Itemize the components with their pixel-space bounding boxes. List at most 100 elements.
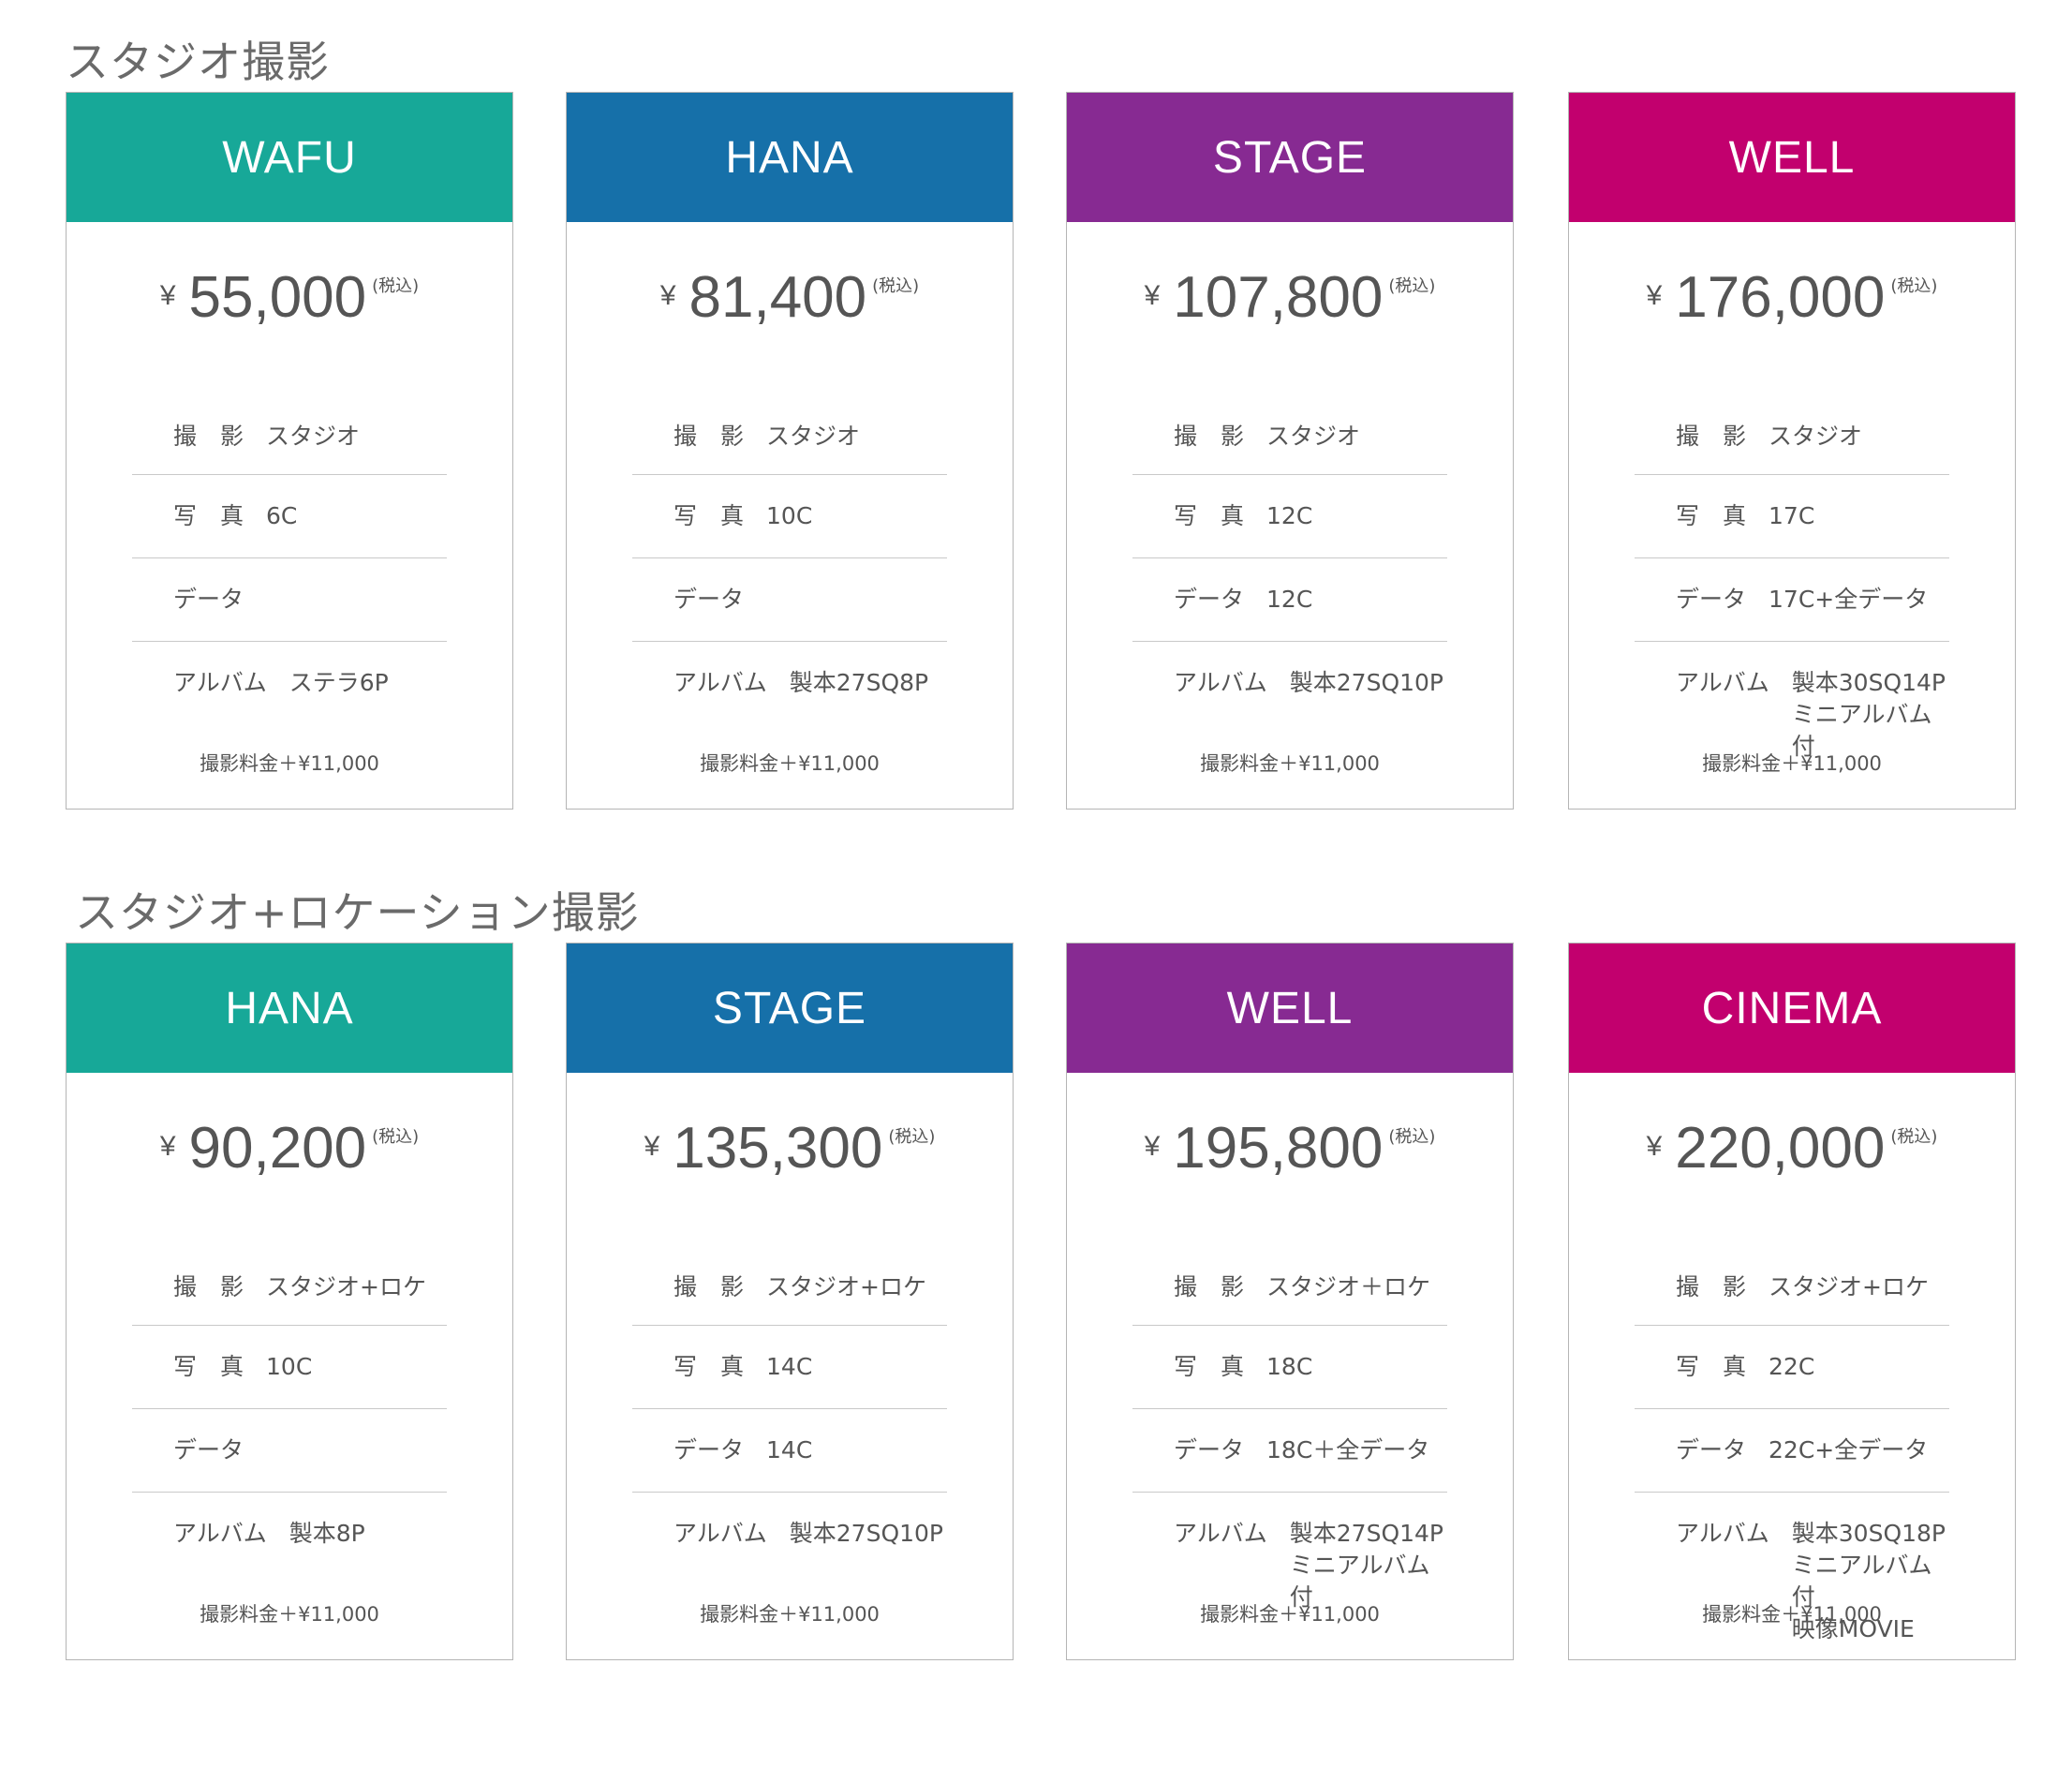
plan-item: データ 18C＋全データ <box>1132 1409 1447 1493</box>
plan-name: WELL <box>1728 132 1856 183</box>
plan-item: 写 真 10C <box>132 1326 447 1409</box>
item-label: アルバム <box>1676 1520 1769 1547</box>
tax-included-label: (税込) <box>372 276 420 296</box>
plan-card-well[interactable]: WELL ¥ 195,800 (税込) 撮 影 スタジオ＋ロケ <box>1066 943 1514 1660</box>
plan-items: 撮 影 スタジオ 写 真 17C データ 17 <box>1635 421 1949 760</box>
item-label: 写 真 <box>173 1353 244 1380</box>
item-label: 撮 影 <box>1676 423 1747 450</box>
item-value: 10C <box>766 502 813 529</box>
plan-item: アルバム 製本27SQ10P <box>632 1493 947 1576</box>
price-amount: 90,200 <box>188 1116 367 1181</box>
price-amount: 195,800 <box>1173 1116 1384 1181</box>
price: ¥ 135,300 (税込) <box>567 1118 1013 1180</box>
tax-included-label: (税込) <box>372 1127 420 1147</box>
item-label: 写 真 <box>673 1353 745 1380</box>
yen-sign: ¥ <box>1144 1131 1161 1162</box>
plan-name: CINEMA <box>1701 983 1883 1033</box>
plan-items: 撮 影 スタジオ+ロケ 写 真 14C データ <box>632 1271 947 1576</box>
item-label: アルバム <box>673 669 767 696</box>
plan-items: 撮 影 スタジオ＋ロケ 写 真 18C データ <box>1132 1271 1447 1611</box>
item-value: 22C+全データ <box>1769 1436 1929 1463</box>
plan-items: 撮 影 スタジオ+ロケ 写 真 22C データ <box>1635 1271 1949 1642</box>
price-amount: 107,800 <box>1173 265 1384 330</box>
plan-item: データ 22C+全データ <box>1635 1409 1949 1493</box>
plan-cards-studio-location: HANA ¥ 90,200 (税込) 撮 影 スタジオ+ロケ <box>66 943 2016 1660</box>
item-value: スタジオ <box>1266 423 1361 450</box>
plan-item: 写 真 14C <box>632 1326 947 1409</box>
item-label: 撮 影 <box>673 1273 745 1300</box>
item-label: 撮 影 <box>1174 423 1245 450</box>
item-value: スタジオ <box>1769 423 1863 450</box>
item-value: 製本8P <box>289 1520 365 1547</box>
extra-fee-note: 撮影料金＋¥11,000 <box>700 752 880 775</box>
plan-header: STAGE <box>1067 93 1513 222</box>
item-label: 撮 影 <box>1174 1273 1245 1300</box>
item-label: データ <box>1676 1436 1747 1463</box>
plan-name: STAGE <box>1212 132 1368 183</box>
section-title-studio-location: スタジオ+ロケーション撮影 <box>75 887 640 938</box>
extra-fee-note: 撮影料金＋¥11,000 <box>200 1603 379 1626</box>
plan-item: 写 真 12C <box>1132 475 1447 558</box>
plan-item: アルバム 製本30SQ18P ミニアルバム付 映像MOVIE <box>1635 1493 1949 1642</box>
plan-card-cinema[interactable]: CINEMA ¥ 220,000 (税込) 撮 影 スタジオ+ロケ <box>1568 943 2016 1660</box>
item-label: データ <box>1174 586 1245 613</box>
item-label: アルバム <box>173 669 267 696</box>
plan-card-stage[interactable]: STAGE ¥ 107,800 (税込) 撮 影 スタジオ <box>1066 92 1514 810</box>
plan-item: 写 真 6C <box>132 475 447 558</box>
item-value: ステラ6P <box>289 669 389 696</box>
price: ¥ 220,000 (税込) <box>1569 1118 2015 1180</box>
price-amount: 135,300 <box>673 1116 883 1181</box>
price: ¥ 195,800 (税込) <box>1067 1118 1513 1180</box>
plan-card-hana[interactable]: HANA ¥ 81,400 (税込) 撮 影 スタジオ <box>566 92 1014 810</box>
price: ¥ 81,400 (税込) <box>567 267 1013 329</box>
item-label: データ <box>673 586 745 613</box>
price-amount: 55,000 <box>188 265 367 330</box>
plan-name: HANA <box>225 983 354 1033</box>
item-label: データ <box>173 1436 244 1463</box>
extra-fee-note: 撮影料金＋¥11,000 <box>200 752 379 775</box>
item-label: 写 真 <box>173 502 244 529</box>
extra-fee-note: 撮影料金＋¥11,000 <box>1200 752 1380 775</box>
yen-sign: ¥ <box>1646 280 1663 311</box>
item-value: 12C <box>1266 502 1313 529</box>
price-amount: 176,000 <box>1675 265 1886 330</box>
item-value: スタジオ <box>266 423 361 450</box>
item-value: 14C <box>766 1436 813 1463</box>
plan-name: WELL <box>1226 983 1354 1033</box>
item-value: 17C+全データ <box>1769 586 1929 613</box>
item-label: アルバム <box>173 1520 267 1547</box>
plan-name: HANA <box>725 132 854 183</box>
plan-card-well[interactable]: WELL ¥ 176,000 (税込) 撮 影 スタジオ <box>1568 92 2016 810</box>
item-label: データ <box>1174 1436 1245 1463</box>
plan-cards-studio: WAFU ¥ 55,000 (税込) 撮 影 スタジオ <box>66 92 2016 810</box>
item-value: 22C <box>1769 1353 1815 1380</box>
plan-item: 撮 影 スタジオ <box>132 421 447 475</box>
extra-fee-note: 撮影料金＋¥11,000 <box>1702 752 1882 775</box>
plan-card-wafu[interactable]: WAFU ¥ 55,000 (税込) 撮 影 スタジオ <box>66 92 513 810</box>
extra-fee-note: 撮影料金＋¥11,000 <box>1200 1603 1380 1626</box>
plan-card-stage[interactable]: STAGE ¥ 135,300 (税込) 撮 影 スタジオ+ロケ <box>566 943 1014 1660</box>
item-value: スタジオ+ロケ <box>1769 1273 1929 1300</box>
item-label: 写 真 <box>1174 502 1245 529</box>
item-value: スタジオ <box>766 423 861 450</box>
plan-header: STAGE <box>567 943 1013 1073</box>
item-label: 撮 影 <box>173 423 244 450</box>
item-value: 18C＋全データ <box>1266 1436 1430 1463</box>
item-label: アルバム <box>1174 1520 1267 1547</box>
plan-item: データ <box>632 558 947 642</box>
item-value: 製本30SQ14P ミニアルバム付 <box>1791 669 1946 760</box>
item-label: 撮 影 <box>673 423 745 450</box>
item-value: 18C <box>1266 1353 1313 1380</box>
item-value: スタジオ+ロケ <box>766 1273 926 1300</box>
plan-header: WAFU <box>67 93 512 222</box>
extra-fee-note: 撮影料金＋¥11,000 <box>1702 1603 1882 1626</box>
item-label: 撮 影 <box>1676 1273 1747 1300</box>
price-amount: 220,000 <box>1675 1116 1886 1181</box>
plan-item: 写 真 17C <box>1635 475 1949 558</box>
price: ¥ 107,800 (税込) <box>1067 267 1513 329</box>
plan-item: データ <box>132 558 447 642</box>
plan-item: アルバム 製本27SQ10P <box>1132 642 1447 725</box>
item-label: データ <box>173 586 244 613</box>
plan-card-hana[interactable]: HANA ¥ 90,200 (税込) 撮 影 スタジオ+ロケ <box>66 943 513 1660</box>
item-value: 12C <box>1266 586 1313 613</box>
